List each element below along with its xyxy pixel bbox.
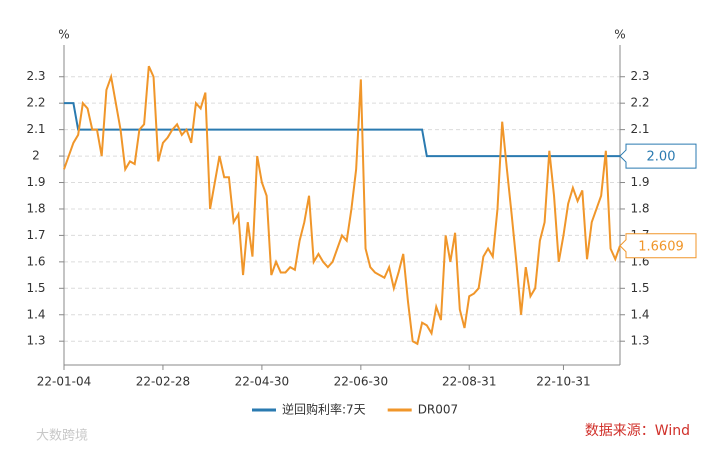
y2-tick-label: 2.1 [630,122,649,136]
y2-tick-label: 1.4 [630,307,649,321]
legend-label: DR007 [418,403,458,417]
x-tick-label: 22-06-30 [334,375,388,389]
y-tick-label: 1.9 [26,175,45,189]
y-unit: % [58,28,69,42]
y2-tick-label: 2.3 [630,69,649,83]
y-tick-label: 1.6 [26,254,45,268]
x-tick-label: 22-10-31 [536,375,590,389]
y2-unit: % [614,28,625,42]
watermark: 大数跨境 [36,429,88,444]
y2-tick-label: 1.3 [630,334,649,348]
x-tick-label: 22-02-28 [136,375,190,389]
y-tick-label: 1.3 [26,334,45,348]
y2-tick-label: 2.2 [630,96,649,110]
y-tick-label: 2 [32,149,40,163]
y-tick-label: 1.5 [26,281,45,295]
y-tick-label: 2.1 [26,122,45,136]
line-series [63,65,621,346]
y2-tick-label: 1.9 [630,175,649,189]
y2-tick-label: 1.8 [630,201,649,215]
legend-label: 逆回购利率:7天 [282,402,366,417]
value-label: 2.00 [647,150,676,165]
source: 数据来源：Wind [585,423,690,439]
y-tick-label: 1.7 [26,228,45,242]
y-tick-label: 1.4 [26,307,45,321]
y2-tick-label: 1.5 [630,281,649,295]
x-tick-label: 22-04-30 [235,375,289,389]
y-tick-label: 2.2 [26,96,45,110]
value-label: 1.6609 [638,239,684,254]
y-tick-label: 1.8 [26,201,45,215]
callout-box [619,233,697,259]
x-tick-label: 22-08-31 [442,375,496,389]
x-tick-label: 22-01-04 [37,375,91,389]
y-tick-label: 2.3 [26,69,45,83]
callout-box [619,143,697,169]
